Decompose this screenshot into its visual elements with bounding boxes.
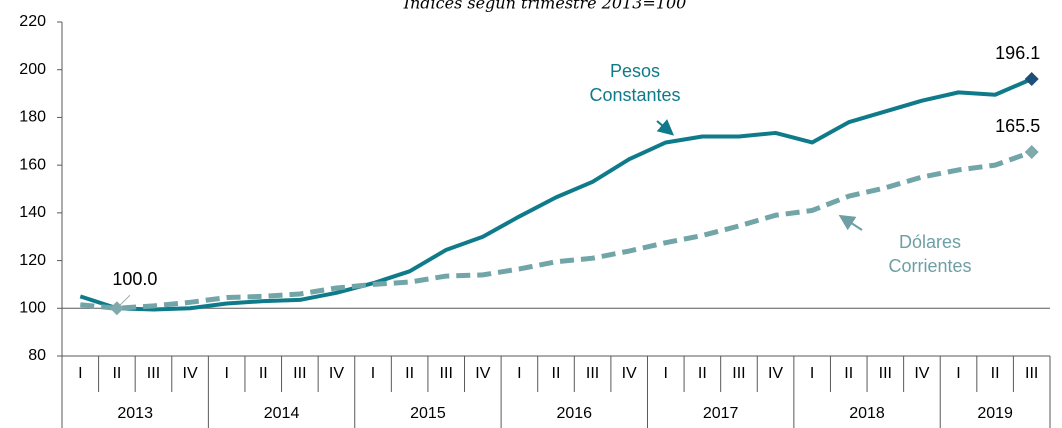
- annotation: Pesos: [610, 61, 660, 81]
- chart-subtitle: Índices según trimestre 2013=100: [403, 0, 687, 13]
- x-tick-label: IV: [914, 365, 929, 382]
- x-tick-label: III: [586, 365, 599, 382]
- x-tick-label: III: [147, 365, 160, 382]
- year-label: 2019: [977, 405, 1013, 422]
- x-tick-label: IV: [183, 365, 198, 382]
- x-tick-label: III: [1025, 365, 1038, 382]
- annotation: Constantes: [589, 85, 680, 105]
- x-tick-label: II: [552, 365, 561, 382]
- x-tick-label: IV: [768, 365, 783, 382]
- x-tick-label: II: [405, 365, 414, 382]
- x-tick-label: III: [293, 365, 306, 382]
- year-label: 2017: [703, 405, 739, 422]
- x-tick-label: I: [517, 365, 521, 382]
- data-label: 100.0: [112, 269, 157, 289]
- x-tick-label: IV: [475, 365, 490, 382]
- x-tick-label: I: [224, 365, 228, 382]
- x-tick-label: III: [440, 365, 453, 382]
- x-tick-label: II: [844, 365, 853, 382]
- x-tick-label: IV: [329, 365, 344, 382]
- data-label: 196.1: [995, 43, 1040, 63]
- x-tick-label: I: [664, 365, 668, 382]
- x-tick-label: II: [259, 365, 268, 382]
- year-label: 2013: [117, 405, 153, 422]
- series-line: [80, 149, 1033, 311]
- leader: [119, 294, 131, 306]
- point-marker: [1024, 145, 1039, 160]
- x-tick-label: I: [810, 365, 814, 382]
- x-tick-label: IV: [622, 365, 637, 382]
- y-tick-label: 220: [19, 13, 46, 30]
- x-tick-label: I: [371, 365, 375, 382]
- annotation: Dólares: [899, 232, 961, 252]
- annotation-arrow: [838, 214, 863, 231]
- annotation: Corrientes: [888, 256, 971, 276]
- y-tick-label: 140: [19, 204, 46, 221]
- x-tick-label: II: [698, 365, 707, 382]
- x-tick-label: II: [112, 365, 121, 382]
- x-tick-label: III: [732, 365, 745, 382]
- y-tick-label: 160: [19, 156, 46, 173]
- x-tick-label: I: [78, 365, 82, 382]
- y-tick-label: 120: [19, 252, 46, 269]
- year-label: 2015: [410, 405, 446, 422]
- annotation-arrow: [656, 119, 675, 136]
- y-tick-label: 80: [28, 347, 46, 364]
- year-label: 2018: [849, 405, 885, 422]
- x-tick-label: I: [956, 365, 960, 382]
- x-tick-label: III: [879, 365, 892, 382]
- year-label: 2016: [556, 405, 592, 422]
- y-tick-label: 200: [19, 61, 46, 78]
- y-tick-label: 100: [19, 300, 46, 317]
- data-label: 165.5: [995, 116, 1040, 136]
- year-label: 2014: [264, 405, 300, 422]
- point-marker: [1024, 72, 1039, 87]
- y-tick-label: 180: [19, 109, 46, 126]
- x-tick-label: II: [991, 365, 1000, 382]
- series-line: [79, 77, 1033, 312]
